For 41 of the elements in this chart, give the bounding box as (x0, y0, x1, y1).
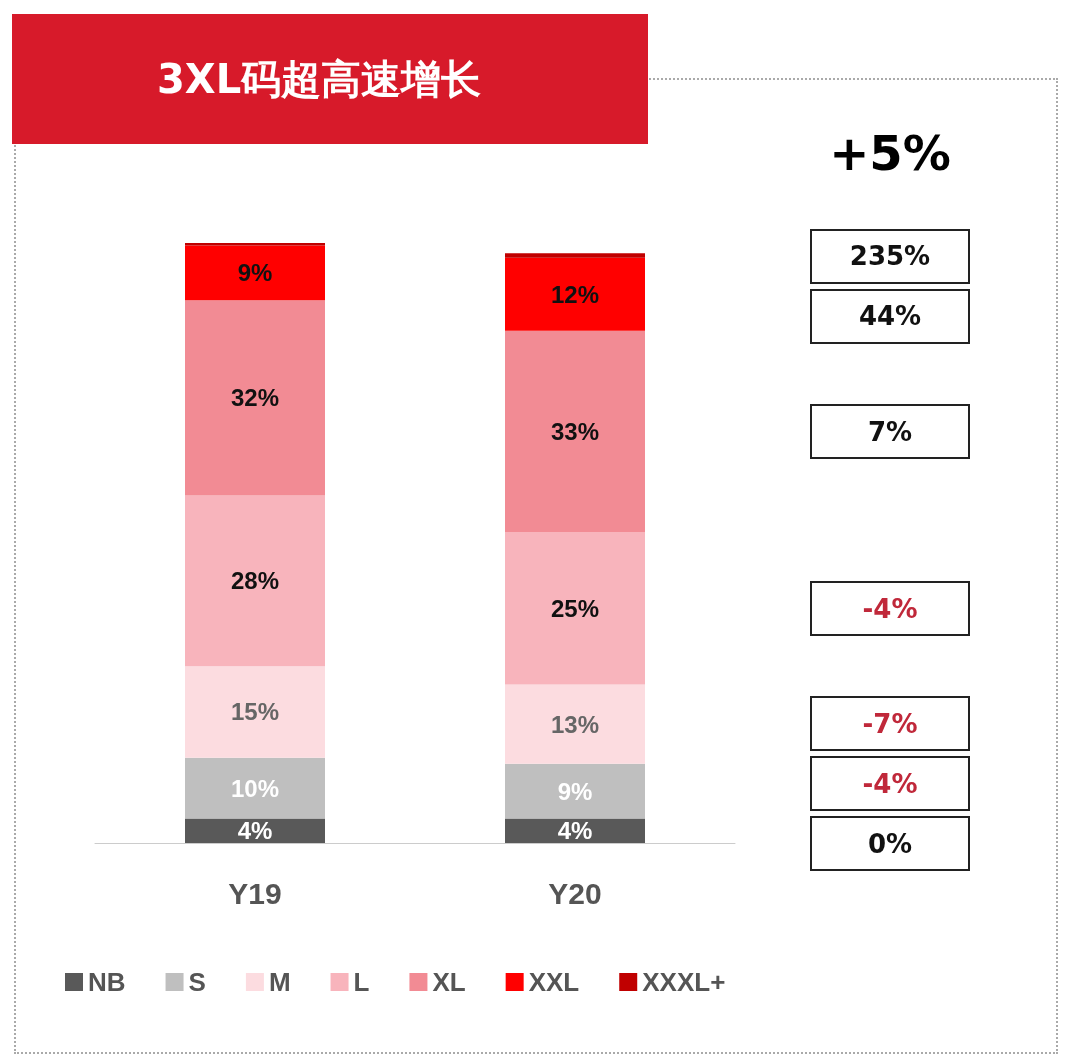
legend-label: XL (432, 967, 466, 997)
bar (505, 763, 645, 819)
bar (185, 495, 325, 667)
x-tick-label: Y20 (548, 876, 602, 910)
data-label: 15% (230, 698, 280, 726)
legend-label: L (353, 967, 370, 997)
data-label: 33% (550, 417, 600, 445)
legend-label: M (268, 967, 291, 997)
bar (505, 257, 645, 331)
x-tick-label: Y19 (228, 876, 282, 910)
text: 7% (810, 404, 970, 460)
bar (185, 757, 325, 819)
data-label: 4% (237, 817, 273, 845)
text: -7% (810, 696, 970, 751)
text: -4% (810, 756, 970, 811)
bar (185, 245, 325, 301)
legend-label: NB (88, 967, 126, 997)
bar (185, 666, 325, 758)
data-label: 9% (557, 777, 593, 805)
text: 235% (810, 228, 970, 284)
data-label: 25% (550, 594, 600, 622)
data-label: 32% (230, 384, 280, 412)
data-label: 13% (550, 710, 600, 738)
data-label: 12% (550, 280, 600, 308)
data-label: 9% (237, 259, 273, 287)
data-label: 10% (230, 774, 280, 802)
chart-title: 3XL码超高速增长 (12, 14, 648, 144)
bar (505, 330, 645, 533)
bar (505, 684, 645, 764)
text: 44% (810, 288, 970, 344)
data-label: 4% (557, 817, 593, 845)
bar (185, 300, 325, 496)
text: 0% (810, 816, 970, 871)
legend-label: XXL (528, 967, 580, 997)
data-label: 28% (230, 567, 280, 595)
legend-label: S (188, 967, 206, 997)
text: -4% (810, 581, 970, 637)
bar (505, 253, 645, 258)
text: +5% (828, 125, 952, 181)
legend-label: XXXL+ (642, 967, 726, 997)
bar (505, 532, 645, 685)
